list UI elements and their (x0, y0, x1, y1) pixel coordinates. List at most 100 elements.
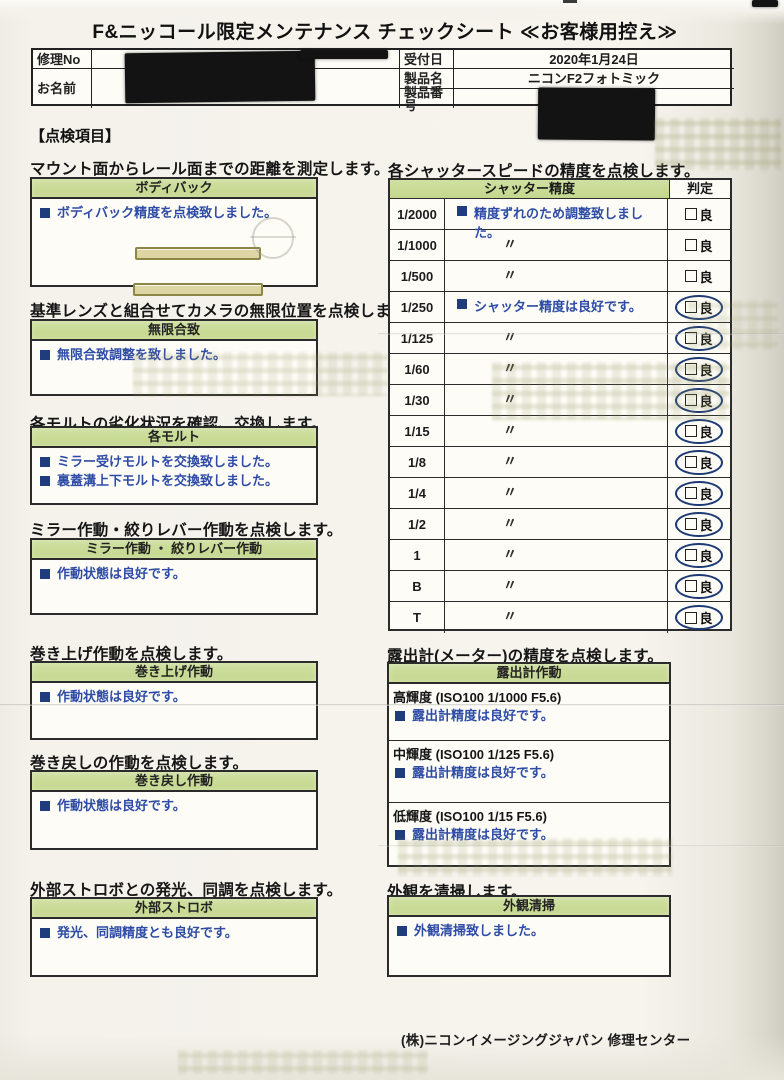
judgement-chip: 良 (675, 202, 722, 227)
check-bullet-icon (397, 926, 407, 936)
judgement-text: 良 (699, 424, 713, 440)
bleedthrough-artifact (178, 1050, 428, 1074)
judgement-text: 良 (699, 360, 712, 379)
fold-crease-artifact (378, 845, 784, 847)
shutter-note-text: 〃 (503, 546, 517, 562)
checkbox-glyph (685, 270, 698, 282)
instruction-rewind: 巻き戻しの作動を点検します。 (30, 755, 249, 772)
checkbox-glyph (685, 580, 698, 592)
check-item-text: 露出計精度は良好です。 (412, 827, 554, 842)
exposure-block-mid: 中輝度 (ISO100 1/125 F5.6) 露出計精度は良好です。 (389, 741, 669, 803)
judgement-cell: 良 (668, 571, 730, 601)
judgement-cell: 良 (668, 230, 730, 260)
shutter-table-row: T 〃 良 (390, 602, 730, 633)
check-item: 作動状態は良好です。 (38, 566, 310, 582)
check-bullet-icon (395, 830, 405, 840)
check-bullet-icon (40, 350, 50, 360)
judgement-chip: 良 (675, 480, 723, 506)
instruction-exposure: 露出計(メーター)の精度を点検します。 (387, 648, 664, 665)
check-item-text: 露出計精度は良好です。 (412, 708, 554, 723)
shutter-speed-label: T (390, 602, 445, 633)
judgement-cell: 良 (668, 292, 730, 322)
fold-crease-artifact (378, 333, 784, 335)
shutter-table-row: 1/2000 精度ずれのため調整致しました。 良 (390, 199, 730, 240)
check-item-text: 発光、同調精度とも良好です。 (57, 925, 238, 940)
shutter-table-row: 1/500 〃 良 (390, 261, 730, 292)
shutter-note-cell: 〃 (445, 447, 668, 477)
judgement-chip: 良 (675, 449, 723, 475)
judgement-chip: 良 (675, 605, 723, 630)
judgement-cell: 良 (668, 509, 730, 539)
shutter-note-text: 〃 (503, 453, 517, 469)
judgement-cell: 良 (668, 447, 730, 477)
section-box-infinity: 無限合致 無限合致調整を致しました。 (30, 319, 318, 396)
shutter-note-text: 〃 (503, 329, 517, 345)
product-number-label: 製品番号 (400, 86, 454, 112)
instruction-mirror: ミラー作動・絞りレバー作動を点検します。 (30, 522, 343, 539)
shutter-table-row: 1/2 〃 良 (390, 509, 730, 540)
check-item-text: 作動状態は良好です。 (57, 566, 186, 581)
judgement-cell: 良 (668, 478, 730, 508)
fold-crease-artifact (0, 704, 784, 706)
shutter-speed-label: 1 (390, 540, 445, 570)
judgement-cell: 良 (668, 540, 730, 570)
section-header-strobe: 外部ストロボ (32, 899, 316, 919)
check-item: ボディバック精度を点検致しました。 (38, 205, 310, 221)
shutter-note-cell: 〃 (445, 261, 668, 291)
shutter-speed-label: 1/4 (390, 478, 445, 508)
judgement-cell: 良 (668, 385, 730, 415)
shutter-speed-label: 1/500 (390, 261, 445, 291)
checkbox-glyph (685, 208, 698, 220)
measurement-bar-artifact (133, 283, 263, 296)
judgement-text: 良 (699, 486, 713, 502)
shutter-note-cell: 〃 (445, 385, 668, 415)
instruction-winding: 巻き上げ作動を点検します。 (30, 646, 233, 663)
judgement-text: 良 (699, 238, 713, 254)
check-bullet-icon (40, 801, 50, 811)
check-item: 作動状態は良好です。 (38, 689, 310, 705)
note-bullet-icon (457, 206, 467, 216)
checkbox-glyph (685, 332, 698, 344)
shutter-table-row: 1/8 〃 良 (390, 447, 730, 478)
checkbox-glyph (685, 549, 698, 561)
shutter-speed-label: 1/15 (390, 416, 445, 446)
judgement-text: 良 (699, 207, 713, 223)
shutter-note-cell: 〃 (445, 230, 668, 260)
shutter-note-text: 〃 (503, 236, 517, 252)
shutter-note-cell: 〃 (445, 478, 668, 508)
redaction-customer-name-tab (300, 50, 388, 59)
bleedthrough-artifact (398, 838, 672, 876)
check-item: 外観清掃致しました。 (395, 923, 663, 939)
check-bullet-icon (395, 711, 405, 721)
exposure-header: 露出計作動 (389, 664, 669, 684)
shutter-note-cell: シャッター精度は良好です。 (445, 292, 668, 322)
shutter-note-text: 〃 (503, 608, 517, 624)
judgement-cell: 良 (668, 354, 730, 384)
bleedthrough-circle-artifact (250, 217, 296, 259)
check-item: 作動状態は良好です。 (38, 798, 310, 814)
section-header-rewind: 巻き戻し作動 (32, 772, 316, 792)
checkbox-glyph (685, 301, 698, 313)
shutter-table-row: 1/1000 〃 良 (390, 230, 730, 261)
shutter-accuracy-header: シャッター精度 (390, 180, 670, 198)
exposure-block-high: 高輝度 (ISO100 1/1000 F5.6) 露出計精度は良好です。 (389, 684, 669, 741)
judgement-cell: 良 (668, 416, 730, 446)
check-bullet-icon (40, 476, 50, 486)
note-bullet-icon (457, 299, 467, 309)
judgement-chip: 良 (675, 387, 723, 413)
section-header-mirror: ミラー作動 ・ 絞りレバー作動 (32, 540, 316, 560)
shutter-note-cell: 〃 (445, 571, 668, 601)
check-item-text: 外観清掃致しました。 (414, 923, 545, 938)
judgement-chip: 良 (675, 511, 723, 537)
section-box-mirror: ミラー作動 ・ 絞りレバー作動 作動状態は良好です。 (30, 538, 318, 615)
reception-date-value: 2020年1月24日 (454, 50, 734, 69)
judgement-chip: 良 (675, 264, 722, 289)
shutter-table-row: 1/30 〃 良 (390, 385, 730, 416)
exposure-condition: 高輝度 (ISO100 1/1000 F5.6) (393, 690, 562, 705)
section-header-molt: 各モルト (32, 428, 316, 448)
instruction-body-back: マウント面からレール面までの距離を測定します。 (30, 161, 390, 178)
judgement-chip: 良 (675, 294, 723, 320)
section-header-infinity: 無限合致 (32, 321, 316, 341)
reception-date-label: 受付日 (400, 50, 454, 69)
check-item-text: ミラー受けモルトを交換致しました。 (57, 454, 279, 469)
